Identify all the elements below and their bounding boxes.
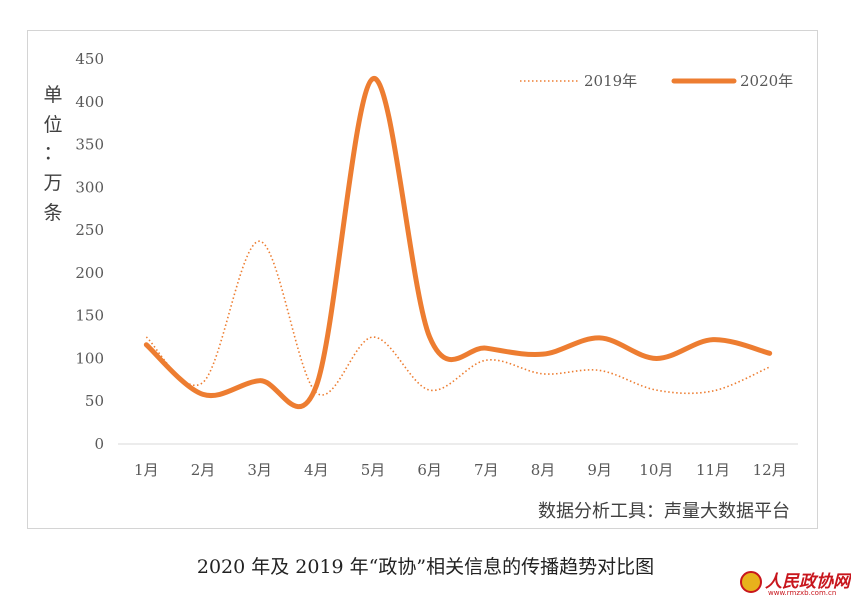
- series-layer: [143, 76, 773, 410]
- legend-label-2019: 2019年: [584, 72, 637, 90]
- y-axis-label-char: 单: [43, 84, 62, 106]
- y-axis-label-char: 位: [43, 114, 62, 136]
- line-chart: 单 位 ： 万 条 0 50 100 150 200 250 300 350 400 450 1月…: [43, 50, 798, 522]
- y-tick-label: 100: [75, 349, 104, 367]
- series-line-2020年: [143, 76, 773, 410]
- y-tick-label: 400: [75, 93, 104, 111]
- site-logo: 人民政协网 www.rmzxb.com.cn: [740, 567, 850, 603]
- y-tick-label: 250: [75, 221, 104, 239]
- y-axis-label-char: ：: [43, 142, 62, 164]
- legend: 2019年 2020年: [520, 72, 793, 90]
- chart-caption: 2020 年及 2019 年“政协”相关信息的传播趋势对比图: [196, 556, 655, 578]
- x-axis-ticks: 1月 2月 3月 4月 5月 6月 7月 8月 9月 10月 11月 12月: [134, 461, 787, 479]
- source-note: 数据分析工具：声量大数据平台: [538, 501, 790, 522]
- y-tick-label: 0: [94, 435, 104, 453]
- series-line-2019年: [145, 240, 770, 396]
- chart-frame: 单 位 ： 万 条 0 50 100 150 200 250 300 350 400 450 1月…: [27, 30, 818, 529]
- x-tick-label: 4月: [304, 461, 329, 479]
- logo-text: 人民政协网: [765, 572, 850, 592]
- x-tick-label: 8月: [531, 461, 556, 479]
- x-tick-label: 6月: [417, 461, 442, 479]
- y-tick-label: 50: [85, 392, 104, 410]
- x-tick-label: 9月: [587, 461, 612, 479]
- x-tick-label: 7月: [474, 461, 499, 479]
- x-tick-label: 5月: [361, 461, 386, 479]
- x-tick-label: 11月: [696, 461, 730, 479]
- y-tick-label: 300: [75, 178, 104, 196]
- x-tick-label: 3月: [247, 461, 272, 479]
- x-tick-label: 1月: [134, 461, 159, 479]
- y-tick-label: 200: [75, 264, 104, 282]
- x-tick-label: 10月: [639, 461, 673, 479]
- emblem-icon: [740, 571, 762, 593]
- y-tick-label: 350: [75, 136, 104, 154]
- legend-label-2020: 2020年: [740, 72, 793, 90]
- y-tick-label: 450: [75, 50, 104, 68]
- x-tick-label: 2月: [191, 461, 216, 479]
- logo-url: www.rmzxb.com.cn: [768, 589, 837, 597]
- y-tick-label: 150: [75, 307, 104, 325]
- y-axis-ticks: 0 50 100 150 200 250 300 350 400 450: [75, 50, 104, 453]
- y-axis-label-char: 条: [43, 202, 62, 224]
- y-axis-label-char: 万: [43, 172, 62, 194]
- x-tick-label: 12月: [753, 461, 787, 479]
